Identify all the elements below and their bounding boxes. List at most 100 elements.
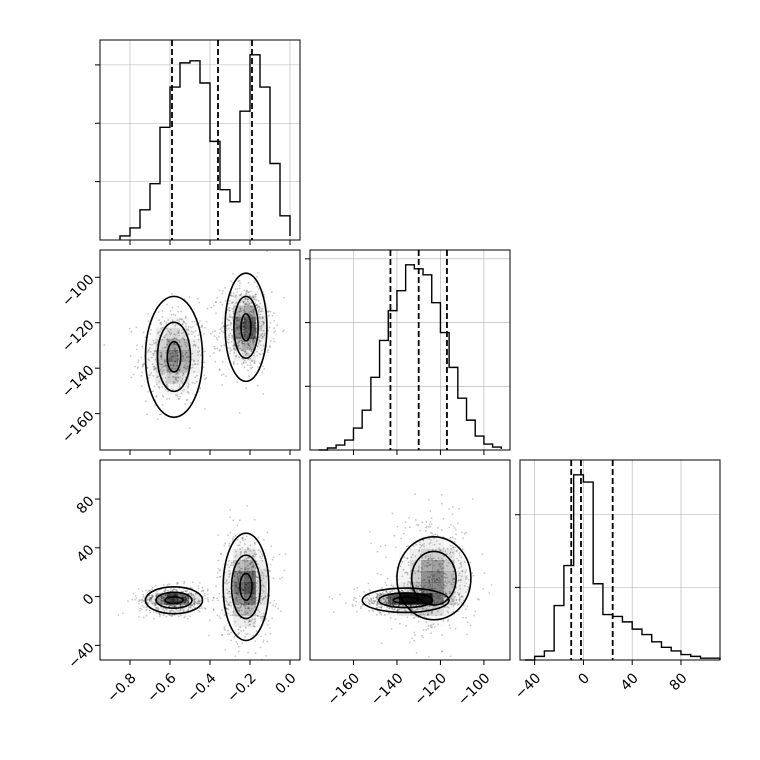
scatter-point: [380, 642, 383, 645]
scatter-point: [166, 343, 168, 346]
scatter-point: [234, 580, 236, 583]
scatter-point: [250, 350, 253, 353]
scatter-point: [155, 595, 158, 598]
scatter-point: [141, 371, 144, 374]
scatter-point: [433, 577, 436, 580]
panel-content: [103, 250, 285, 430]
scatter-point: [437, 623, 439, 626]
scatter-point: [251, 295, 254, 298]
scatter-point: [198, 602, 200, 605]
scatter-point: [228, 336, 231, 339]
scatter-point: [193, 602, 195, 605]
scatter-point: [149, 333, 152, 335]
scatter-point: [449, 551, 452, 554]
scatter-point: [353, 596, 356, 599]
scatter-point: [262, 577, 265, 580]
scatter-point: [248, 620, 251, 622]
scatter-point: [240, 309, 243, 312]
scatter-point: [373, 602, 375, 604]
scatter-point: [245, 303, 248, 306]
scatter-point: [170, 359, 173, 361]
scatter-point: [436, 578, 438, 581]
scatter-point: [231, 328, 233, 331]
scatter-point: [177, 615, 180, 618]
scatter-point: [187, 367, 189, 370]
scatter-point: [258, 306, 261, 309]
scatter-point: [249, 550, 252, 552]
scatter-point: [247, 567, 250, 570]
scatter-point: [182, 372, 185, 375]
scatter-point: [157, 331, 160, 333]
scatter-point: [166, 383, 168, 386]
density-cell: [255, 571, 267, 583]
scatter-point: [383, 601, 385, 604]
scatter-point: [155, 606, 157, 609]
scatter-point: [415, 544, 417, 546]
scatter-point: [140, 599, 142, 602]
scatter-point: [255, 599, 258, 602]
scatter-point: [189, 401, 192, 404]
scatter-point: [194, 376, 197, 379]
scatter-point: [238, 325, 241, 328]
scatter-point: [422, 613, 425, 616]
scatter-point: [213, 596, 215, 599]
scatter-point: [172, 313, 175, 316]
scatter-point: [247, 291, 250, 294]
density-cell: [421, 537, 433, 550]
scatter-point: [146, 390, 149, 393]
scatter-point: [237, 280, 240, 283]
scatter-point: [164, 334, 166, 337]
scatter-point: [242, 322, 245, 325]
scatter-point: [194, 601, 197, 603]
scatter-point: [187, 596, 190, 599]
scatter-point: [128, 327, 131, 330]
scatter-point: [216, 297, 219, 299]
scatter-point: [179, 600, 182, 602]
scatter-point: [406, 545, 408, 548]
scatter-point: [256, 306, 259, 309]
scatter-point: [239, 548, 242, 550]
scatter-point: [262, 322, 265, 324]
scatter-point: [160, 323, 163, 326]
density-cell: [233, 305, 245, 317]
scatter-point: [401, 590, 404, 592]
scatter-point: [228, 300, 231, 302]
scatter-point: [465, 575, 468, 577]
scatter-point: [262, 615, 264, 618]
scatter-point: [424, 556, 427, 559]
scatter-point: [415, 652, 418, 654]
scatter-point: [244, 353, 247, 356]
scatter-point: [252, 341, 255, 344]
scatter-point: [409, 577, 411, 580]
scatter-point: [238, 578, 240, 581]
scatter-point: [375, 604, 378, 606]
density-cell: [233, 350, 245, 362]
scatter-point: [449, 591, 451, 593]
scatter-point: [428, 563, 431, 566]
scatter-point: [151, 343, 154, 346]
scatter-point: [194, 330, 197, 332]
scatter-point: [172, 343, 175, 346]
scatter-point: [204, 607, 207, 610]
scatter-point: [228, 316, 231, 318]
scatter-point: [227, 319, 230, 321]
scatter-point: [181, 389, 184, 392]
scatter-point: [258, 611, 261, 613]
scatter-point: [154, 603, 157, 606]
scatter-point: [235, 598, 238, 601]
scatter-point: [232, 312, 235, 315]
scatter-point: [158, 413, 161, 416]
scatter-point: [430, 578, 433, 581]
scatter-point: [226, 341, 229, 343]
scatter-point: [244, 620, 246, 623]
scatter-point: [208, 619, 211, 622]
scatter-point: [255, 304, 258, 306]
density-cell: [244, 593, 256, 605]
contour-line: [410, 550, 457, 606]
scatter-point: [380, 606, 383, 608]
scatter-point: [451, 586, 454, 588]
scatter-point: [147, 349, 150, 351]
scatter-point: [391, 607, 393, 609]
scatter-point: [180, 310, 183, 313]
scatter-point: [175, 376, 177, 379]
